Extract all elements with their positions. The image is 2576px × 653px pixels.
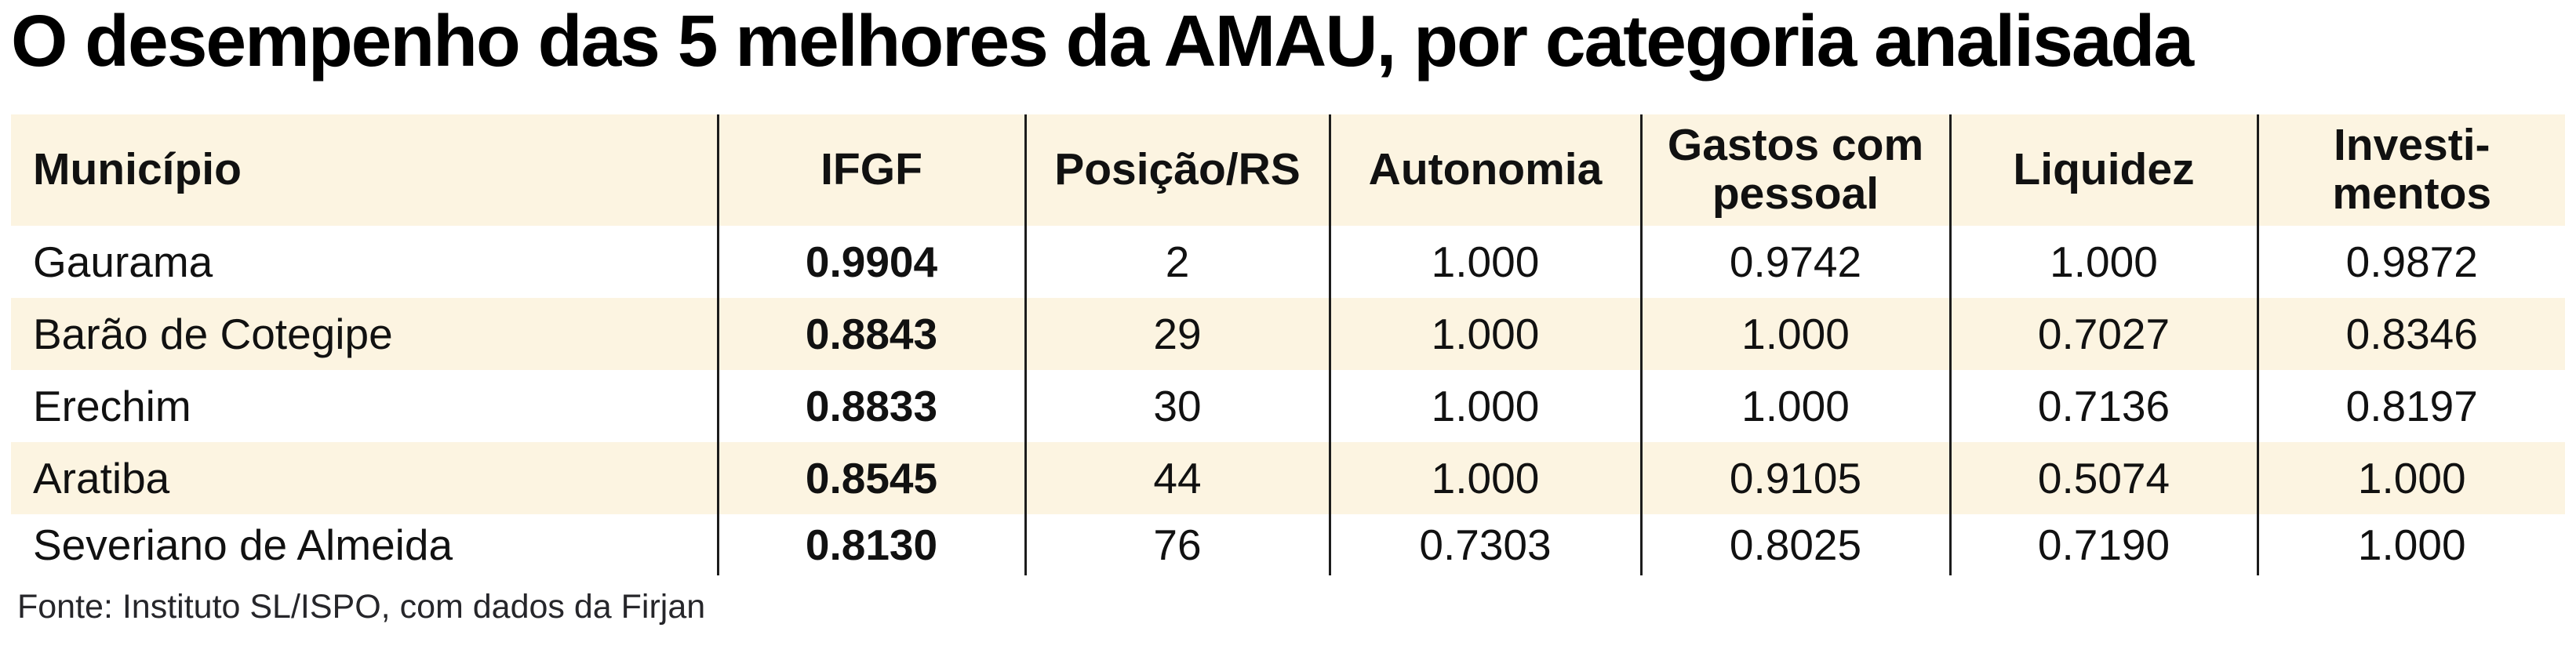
cell-gastos: 1.000 (1639, 369, 1950, 442)
cell-autonomia: 0.7303 (1328, 513, 1641, 575)
cell-investimentos: 0.9872 (2256, 225, 2565, 298)
col-header-posicao-rs: Posição/RS (1024, 114, 1330, 226)
cell-municipio: Aratiba (33, 453, 170, 502)
cell-ifgf: 0.8843 (716, 297, 1025, 370)
header-row: Município IFGF Posição/RS Autonomia Gast… (11, 114, 2565, 226)
col-header-investimentos: Investi-mentos (2256, 114, 2565, 226)
table-row-erechim: Erechim 0.8833 30 1.000 1.000 0.7136 0.8… (11, 369, 2565, 442)
cell-municipio: Barão de Cotegipe (33, 309, 393, 358)
cell-investimentos: 0.8346 (2256, 297, 2565, 370)
col-header-liquidez: Liquidez (1948, 114, 2258, 226)
cell-posicao: 2 (1024, 225, 1330, 298)
cell-ifgf: 0.8130 (716, 513, 1025, 575)
cell-posicao: 30 (1024, 369, 1330, 442)
page-title: O desempenho das 5 melhores da AMAU, por… (11, 0, 2194, 82)
cell-posicao: 44 (1024, 441, 1330, 514)
cell-autonomia: 1.000 (1328, 369, 1641, 442)
col-header-autonomia: Autonomia (1328, 114, 1641, 226)
cell-investimentos: 1.000 (2256, 513, 2565, 575)
cell-autonomia: 1.000 (1328, 225, 1641, 298)
cell-ifgf: 0.8833 (716, 369, 1025, 442)
table-row-severiano-de-almeida: Severiano de Almeida 0.8130 76 0.7303 0.… (11, 513, 2565, 575)
cell-liquidez: 0.5074 (1948, 441, 2258, 514)
cell-ifgf: 0.9904 (716, 225, 1025, 298)
cell-posicao: 76 (1024, 513, 1330, 575)
source-note: Fonte: Instituto SL/ISPO, com dados da F… (17, 587, 706, 626)
col-header-gastos-pessoal: Gastos com pessoal (1639, 114, 1950, 226)
cell-gastos: 0.8025 (1639, 513, 1950, 575)
report-page: O desempenho das 5 melhores da AMAU, por… (11, 0, 2565, 626)
table-row-barao-de-cotegipe: Barão de Cotegipe 0.8843 29 1.000 1.000 … (11, 297, 2565, 370)
cell-autonomia: 1.000 (1328, 297, 1641, 370)
cell-posicao: 29 (1024, 297, 1330, 370)
table-row-aratiba: Aratiba 0.8545 44 1.000 0.9105 0.5074 1.… (11, 441, 2565, 514)
cell-liquidez: 0.7190 (1948, 513, 2258, 575)
cell-municipio: Severiano de Almeida (33, 520, 453, 569)
cell-investimentos: 0.8197 (2256, 369, 2565, 442)
col-header-municipio: Município (11, 114, 718, 226)
cell-investimentos: 1.000 (2256, 441, 2565, 514)
performance-table: Município IFGF Posição/RS Autonomia Gast… (11, 114, 2565, 575)
cell-gastos: 0.9742 (1639, 225, 1950, 298)
cell-gastos: 1.000 (1639, 297, 1950, 370)
cell-liquidez: 1.000 (1948, 225, 2258, 298)
cell-liquidez: 0.7027 (1948, 297, 2258, 370)
cell-municipio: Erechim (33, 381, 191, 430)
table-row-gaurama: Gaurama 0.9904 2 1.000 0.9742 1.000 0.98… (11, 225, 2565, 298)
cell-gastos: 0.9105 (1639, 441, 1950, 514)
cell-municipio: Gaurama (33, 237, 213, 286)
cell-ifgf: 0.8545 (716, 441, 1025, 514)
cell-autonomia: 1.000 (1328, 441, 1641, 514)
cell-liquidez: 0.7136 (1948, 369, 2258, 442)
col-header-ifgf: IFGF (716, 114, 1025, 226)
